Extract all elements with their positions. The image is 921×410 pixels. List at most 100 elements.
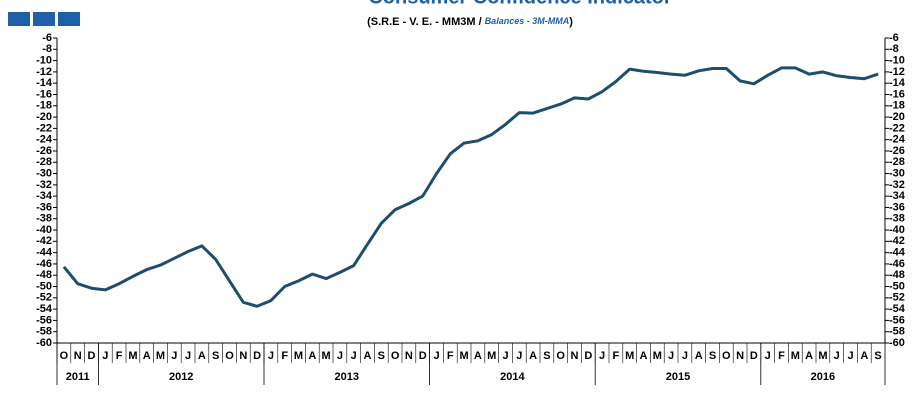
x-tick-label: M — [322, 350, 331, 362]
y-tick-label-right: -50 — [889, 280, 905, 292]
x-tick-label: N — [405, 350, 413, 362]
x-tick-label: J — [516, 350, 522, 362]
y-tick-label-right: -14 — [889, 77, 906, 89]
logo-block — [8, 12, 30, 26]
x-tick-label: J — [599, 350, 605, 362]
subtitle-end: ) — [569, 16, 573, 28]
y-tick-label-right: -22 — [889, 122, 905, 134]
x-tick-label: O — [556, 350, 565, 362]
y-tick-label: -20 — [36, 111, 52, 123]
y-tick-label-right: -60 — [889, 337, 905, 349]
y-tick-label: -28 — [36, 156, 52, 168]
y-tick-label: -8 — [42, 43, 52, 55]
y-tick-label-right: -28 — [889, 156, 905, 168]
x-tick-label: A — [529, 350, 537, 362]
x-tick-label: D — [253, 350, 261, 362]
y-tick-label-right: -58 — [889, 326, 905, 338]
x-tick-label: M — [653, 350, 662, 362]
y-tick-label-right: -46 — [889, 258, 905, 270]
y-tick-label: -60 — [36, 337, 52, 349]
subtitle-italic: Balances - 3M-MMA — [485, 16, 570, 26]
x-tick-label: M — [128, 350, 137, 362]
y-tick-label: -48 — [36, 269, 52, 281]
y-tick-label: -36 — [36, 201, 52, 213]
x-tick-label: A — [474, 350, 482, 362]
x-tick-label: F — [281, 350, 288, 362]
chart-subtitle: (S.R.E - V. E. - MM3M / Balances - 3M-MM… — [367, 16, 573, 28]
x-tick-label: S — [212, 350, 219, 362]
x-tick-label: D — [750, 350, 758, 362]
x-tick-label: F — [778, 350, 785, 362]
x-tick-label: J — [668, 350, 674, 362]
x-tick-label: J — [502, 350, 508, 362]
x-tick-label: D — [88, 350, 96, 362]
y-tick-label: -56 — [36, 314, 52, 326]
x-tick-label: A — [198, 350, 206, 362]
year-label: 2014 — [500, 371, 525, 383]
x-tick-label: J — [834, 350, 840, 362]
year-label: 2015 — [666, 371, 690, 383]
y-tick-label: -24 — [36, 134, 53, 146]
y-tick-label: -32 — [36, 179, 52, 191]
x-tick-label: J — [847, 350, 853, 362]
year-label: 2013 — [335, 371, 359, 383]
y-tick-label-right: -34 — [889, 190, 906, 202]
x-tick-label: M — [460, 350, 469, 362]
x-tick-label: J — [765, 350, 771, 362]
x-tick-label: O — [391, 350, 400, 362]
x-tick-label: J — [268, 350, 274, 362]
x-tick-label: N — [571, 350, 579, 362]
y-tick-label-right: -54 — [889, 303, 906, 315]
y-tick-label: -40 — [36, 224, 52, 236]
y-tick-label: -58 — [36, 326, 52, 338]
y-tick-label-right: -20 — [889, 111, 905, 123]
y-tick-label: -30 — [36, 167, 52, 179]
x-tick-label: J — [171, 350, 177, 362]
y-tick-label-right: -12 — [889, 66, 905, 78]
x-tick-label: J — [102, 350, 108, 362]
y-tick-label-right: -32 — [889, 179, 905, 191]
x-tick-label: M — [791, 350, 800, 362]
y-tick-label: -14 — [36, 77, 53, 89]
x-tick-label: M — [156, 350, 165, 362]
x-tick-label: O — [722, 350, 731, 362]
x-tick-label: A — [695, 350, 703, 362]
y-tick-label: -12 — [36, 66, 52, 78]
x-tick-label: J — [682, 350, 688, 362]
y-tick-label-right: -24 — [889, 134, 906, 146]
x-tick-label: A — [364, 350, 372, 362]
subtitle-text: (S.R.E - V. E. - MM3M / — [367, 16, 485, 28]
series-line — [62, 66, 879, 308]
x-tick-label: M — [487, 350, 496, 362]
y-tick-label-right: -52 — [889, 292, 905, 304]
x-tick-label: N — [736, 350, 744, 362]
year-label: 2016 — [811, 371, 835, 383]
y-tick-label-right: -18 — [889, 100, 905, 112]
y-tick-label-right: -26 — [889, 145, 905, 157]
y-tick-label: -52 — [36, 292, 52, 304]
x-tick-label: A — [143, 350, 151, 362]
y-tick-label-right: -48 — [889, 269, 905, 281]
x-tick-label: J — [185, 350, 191, 362]
x-tick-label: M — [818, 350, 827, 362]
x-tick-label: M — [625, 350, 634, 362]
x-tick-label: F — [116, 350, 123, 362]
x-tick-label: J — [433, 350, 439, 362]
y-tick-label-right: -56 — [889, 314, 905, 326]
y-tick-label: -26 — [36, 145, 52, 157]
chart-title: Consumer Confidence Indicator — [368, 0, 672, 8]
x-tick-label: A — [805, 350, 813, 362]
x-tick-label: F — [447, 350, 454, 362]
y-tick-label-right: -6 — [889, 32, 899, 44]
y-tick-label-right: -36 — [889, 201, 905, 213]
year-label: 2012 — [169, 371, 193, 383]
y-tick-label-right: -40 — [889, 224, 905, 236]
x-tick-label: S — [378, 350, 385, 362]
y-tick-label: -18 — [36, 100, 52, 112]
y-tick-label: -44 — [36, 247, 53, 259]
x-tick-label: O — [60, 350, 69, 362]
y-tick-label-right: -42 — [889, 235, 905, 247]
y-tick-label: -16 — [36, 88, 52, 100]
x-tick-label: A — [860, 350, 868, 362]
